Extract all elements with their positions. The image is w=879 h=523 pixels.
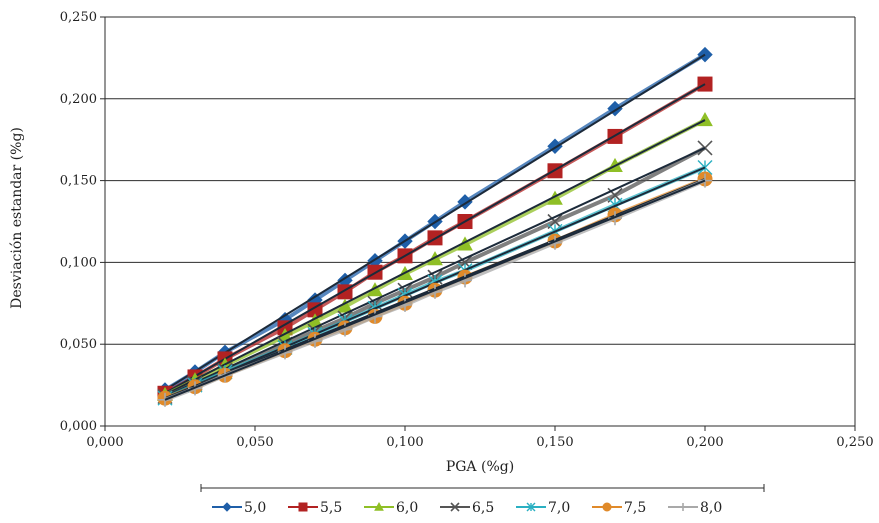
y-tick-label: 0,100 — [60, 255, 97, 270]
legend-label: 7,5 — [624, 500, 646, 516]
y-tick-label: 0,150 — [60, 174, 97, 189]
legend-label: 5,0 — [244, 500, 266, 516]
y-axis-title: Desviación estandar (%g) — [9, 127, 25, 309]
legend-label: 6,5 — [472, 500, 494, 516]
legend-swatch-marker — [298, 502, 308, 512]
data-point-stroke — [457, 254, 473, 270]
legend-label: 5,5 — [320, 500, 342, 516]
legend-label: 6,0 — [396, 500, 418, 516]
x-tick-label: 0,200 — [686, 435, 723, 450]
trend-line — [164, 53, 706, 391]
legend-label: 7,0 — [548, 500, 570, 516]
x-tick-label: 0,250 — [836, 435, 873, 450]
x-tick-label: 0,100 — [386, 435, 423, 450]
legend-item: 6,0 — [364, 500, 418, 516]
series-5-5 — [157, 76, 713, 401]
legend-item: 8,0 — [668, 500, 722, 516]
y-tick-label: 0,200 — [60, 92, 97, 107]
legend-item: 5,5 — [288, 500, 342, 516]
legend-item: 7,5 — [592, 500, 646, 516]
tick-labels: 0,000 0,050 0,100 0,150 0,200 0,250 0,000 0,050… — [60, 10, 874, 450]
legend-swatch-marker — [526, 502, 536, 512]
x-tick-label: 0,000 — [86, 435, 123, 450]
y-tick-label: 0,000 — [60, 419, 97, 434]
legend-label: 8,0 — [700, 500, 722, 516]
series-8-0 — [158, 173, 712, 407]
legend-swatch-marker — [679, 503, 687, 511]
y-tick-label: 0,250 — [60, 10, 97, 25]
trend-line — [164, 146, 706, 398]
legend: 5,0 5,5 6,0 6,5 7,0 7,5 8,0 — [200, 484, 765, 516]
series-6-0 — [157, 112, 713, 402]
trend-line — [164, 179, 706, 401]
legend-swatch-marker — [222, 502, 232, 512]
trend-line — [164, 119, 706, 396]
y-tick-label: 0,050 — [60, 337, 97, 352]
data-point — [697, 112, 713, 127]
trend-line — [164, 83, 706, 395]
axes — [100, 16, 856, 431]
series-group — [157, 46, 713, 407]
x-tick-label: 0,050 — [236, 435, 273, 450]
x-axis-title: PGA (%g) — [446, 459, 514, 475]
legend-swatch-marker — [374, 501, 384, 511]
legend-item: 5,0 — [212, 500, 266, 516]
legend-item: 6,5 — [440, 500, 494, 516]
legend-swatch-marker-stroke — [450, 502, 460, 512]
legend-swatch-marker — [602, 502, 612, 512]
legend-swatch-marker — [450, 502, 460, 512]
x-tick-label: 0,150 — [536, 435, 573, 450]
legend-item: 7,0 — [516, 500, 570, 516]
